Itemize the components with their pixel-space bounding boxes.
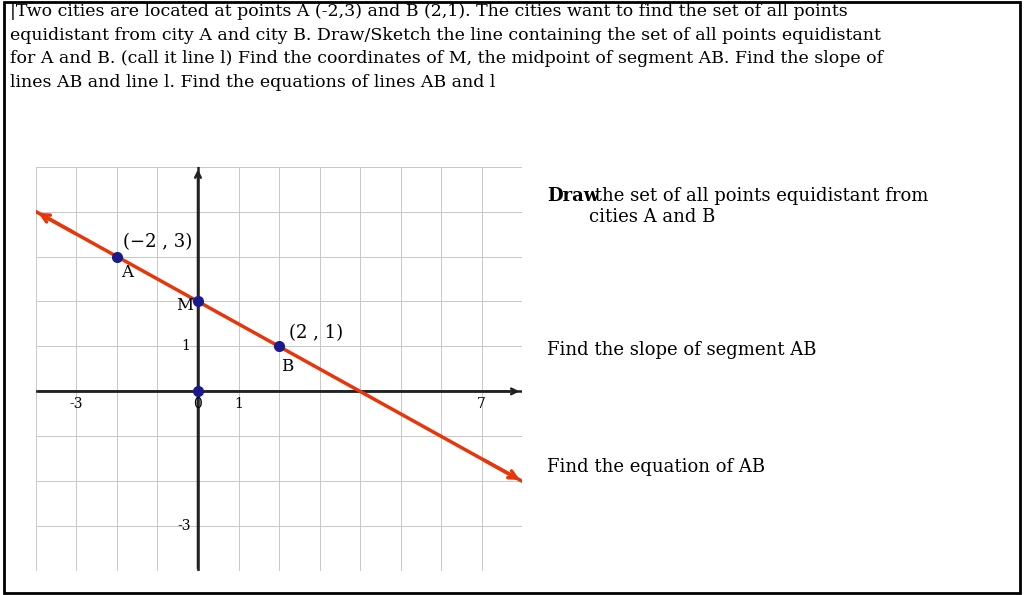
Text: 0: 0 <box>194 397 203 411</box>
Text: (−2 , 3): (−2 , 3) <box>123 233 193 250</box>
Text: (2 , 1): (2 , 1) <box>289 324 343 342</box>
Text: |Two cities are located at points A (-2,3) and B (2,1). The cities want to find : |Two cities are located at points A (-2,… <box>10 4 884 91</box>
Text: the set of all points equidistant from
cities A and B: the set of all points equidistant from c… <box>589 187 929 226</box>
Text: 1: 1 <box>234 397 243 411</box>
Text: Draw: Draw <box>547 187 599 205</box>
Text: B: B <box>281 358 293 375</box>
Text: -3: -3 <box>70 397 83 411</box>
Text: Find the slope of segment AB: Find the slope of segment AB <box>547 340 816 359</box>
Text: Find the equation of AB: Find the equation of AB <box>547 458 765 476</box>
Text: M: M <box>176 298 193 315</box>
Text: A: A <box>121 264 133 281</box>
Text: 7: 7 <box>477 397 486 411</box>
Text: -3: -3 <box>177 519 190 533</box>
Text: 1: 1 <box>182 339 190 353</box>
